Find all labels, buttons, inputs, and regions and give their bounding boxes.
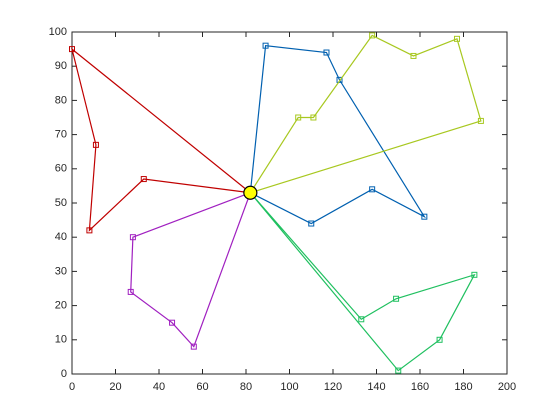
stop-marker xyxy=(323,49,330,56)
x-tick-label: 100 xyxy=(280,381,298,393)
y-tick-label: 100 xyxy=(49,26,67,38)
plot-area xyxy=(72,32,507,374)
x-tick-label: 200 xyxy=(498,381,516,393)
stop-marker xyxy=(69,46,75,53)
y-tick-label: 60 xyxy=(55,163,67,175)
y-tick-label: 90 xyxy=(55,60,67,72)
y-tick-label: 10 xyxy=(55,334,67,346)
stop-marker xyxy=(393,295,400,302)
x-tick-label: 40 xyxy=(153,381,165,393)
route-line xyxy=(249,45,427,225)
stop-marker xyxy=(395,367,402,374)
stop-marker xyxy=(336,76,343,83)
y-tick-label: 30 xyxy=(55,265,67,277)
axes-box xyxy=(71,31,508,375)
stop-marker xyxy=(190,343,197,350)
stop-marker xyxy=(308,220,315,227)
stop-marker xyxy=(369,186,376,193)
stop-marker xyxy=(129,234,136,241)
y-tick-label: 80 xyxy=(55,94,67,106)
stop-marker xyxy=(127,288,134,295)
stop-marker xyxy=(86,227,93,234)
y-tick-label: 0 xyxy=(61,368,67,380)
stop-marker xyxy=(471,271,478,278)
stop-marker xyxy=(436,336,443,343)
route-line xyxy=(70,47,251,232)
y-tick-label: 50 xyxy=(55,197,67,209)
x-tick-label: 60 xyxy=(196,381,208,393)
x-tick-label: 80 xyxy=(240,381,252,393)
stop-marker xyxy=(369,32,376,39)
stop-marker xyxy=(358,316,365,323)
stop-marker xyxy=(295,114,302,121)
x-tick-label: 140 xyxy=(367,381,385,393)
y-tick-label: 40 xyxy=(55,231,67,243)
stop-marker xyxy=(92,141,99,148)
stop-marker xyxy=(453,35,460,42)
x-tick-label: 0 xyxy=(69,381,75,393)
stop-marker xyxy=(169,319,176,326)
depot-marker xyxy=(243,185,258,200)
x-tick-label: 180 xyxy=(454,381,472,393)
y-tick-label: 70 xyxy=(55,129,67,141)
x-tick-label: 160 xyxy=(411,381,429,393)
route-line xyxy=(249,192,476,372)
x-tick-label: 120 xyxy=(324,381,342,393)
stop-marker xyxy=(262,42,269,49)
stop-marker xyxy=(477,117,484,124)
stop-marker xyxy=(421,213,428,220)
y-tick-label: 20 xyxy=(55,300,67,312)
stop-marker xyxy=(140,176,147,183)
x-tick-label: 20 xyxy=(109,381,121,393)
stop-marker xyxy=(310,114,317,121)
route-line xyxy=(130,192,251,348)
stop-marker xyxy=(410,52,417,59)
